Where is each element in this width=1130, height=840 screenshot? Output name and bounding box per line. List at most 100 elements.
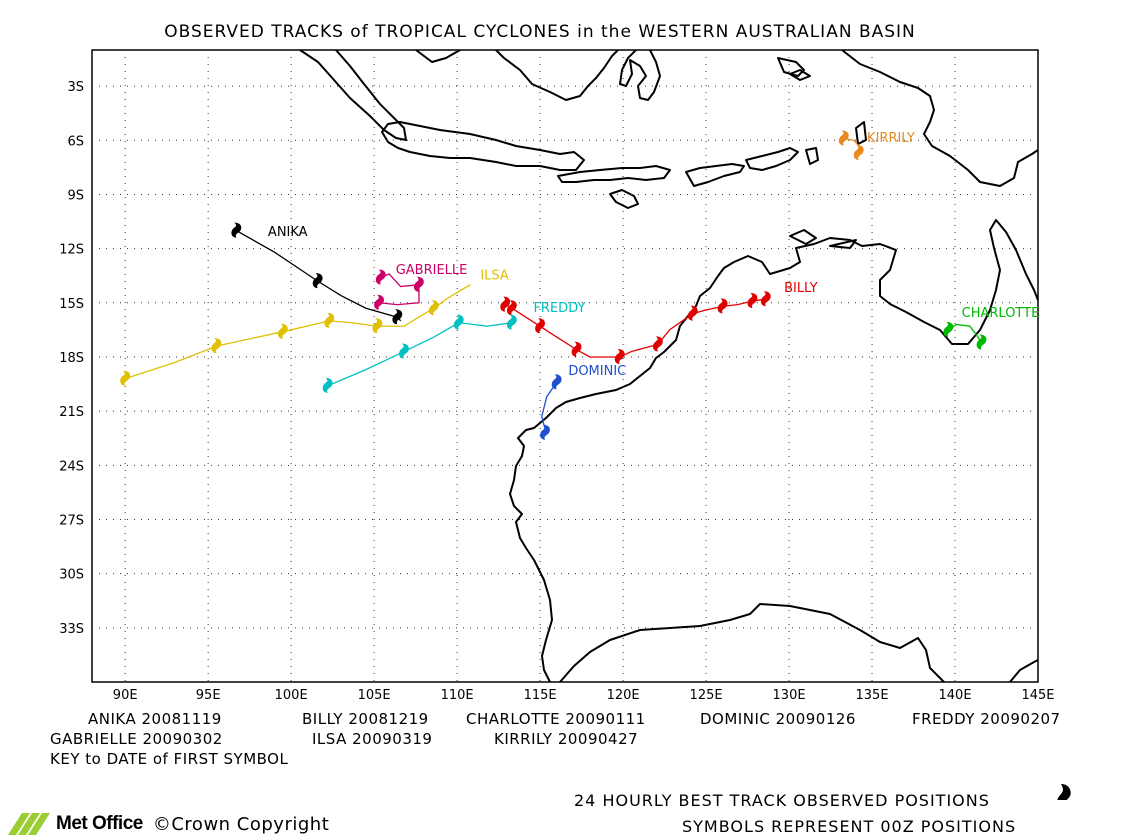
lat-tick-label: 9S bbox=[67, 188, 84, 203]
brand-name: Met Office bbox=[56, 813, 143, 834]
footer-line-1: 24 HOURLY BEST TRACK OBSERVED POSITIONS bbox=[574, 791, 990, 810]
storm-label: FREDDY bbox=[533, 301, 585, 316]
key-anika: ANIKA 20081119 bbox=[88, 710, 222, 728]
cyclone-position-icon bbox=[372, 318, 383, 334]
lat-tick-label: 21S bbox=[59, 405, 84, 420]
cyclone-symbol-icon bbox=[1057, 784, 1071, 800]
cyclone-position-icon bbox=[231, 222, 242, 238]
track-freddy: FREDDY bbox=[322, 301, 586, 393]
lat-tick-label: 12S bbox=[59, 243, 84, 258]
track-line bbox=[948, 323, 983, 343]
lon-tick-label: 115E bbox=[524, 688, 557, 703]
cyclone-tracks: ANIKA BILLY CHARLOTTE DOMINIC FREDDY GABRIELL… bbox=[120, 130, 1040, 440]
track-billy: BILLY bbox=[500, 281, 818, 364]
key-dominic-wrap: DOMINIC 20090126 bbox=[700, 710, 856, 728]
cyclone-position-icon bbox=[506, 314, 517, 330]
lat-tick-label: 6S bbox=[67, 134, 84, 149]
track-line bbox=[504, 298, 766, 358]
lon-tick-label: 125E bbox=[690, 688, 723, 703]
key-gabrielle: GABRIELLE 20090302 bbox=[50, 730, 223, 748]
lon-tick-label: 90E bbox=[113, 688, 138, 703]
storm-label: ILSA bbox=[480, 268, 509, 283]
key-gabrielle-wrap: GABRIELLE 20090302 bbox=[50, 730, 223, 748]
key-kirrily-wrap: KIRRILY 20090427 bbox=[494, 730, 638, 748]
met-office-stripes-icon bbox=[8, 813, 50, 835]
cyclone-position-icon bbox=[120, 370, 131, 386]
cyclone-position-icon bbox=[428, 300, 439, 316]
key-billy: BILLY 20081219 bbox=[302, 710, 429, 728]
key-billy-wrap: BILLY 20081219 bbox=[302, 710, 429, 728]
map-frame bbox=[91, 49, 1039, 683]
cyclone-position-icon bbox=[322, 377, 333, 393]
key-dominic: DOMINIC 20090126 bbox=[700, 710, 856, 728]
cyclone-position-icon bbox=[500, 296, 511, 312]
cyclone-position-icon bbox=[760, 291, 771, 307]
storm-label: ANIKA bbox=[268, 225, 308, 240]
lon-tick-label: 120E bbox=[607, 688, 640, 703]
cyclone-position-icon bbox=[551, 374, 562, 390]
lat-tick-label: 24S bbox=[59, 459, 84, 474]
cyclone-position-icon bbox=[571, 341, 582, 357]
track-gabrielle: GABRIELLE bbox=[374, 263, 467, 310]
latitude-ticks: 3S 6S 9S 12S 15S 18S 21S 24S 27S 30S 33S bbox=[59, 80, 84, 637]
cyclone-track-map: 90E 95E 100E 105E 110E 115E 120E 125E 130E 135E 14… bbox=[59, 49, 1071, 800]
cyclone-position-icon bbox=[324, 312, 335, 328]
coastlines bbox=[299, 49, 1039, 683]
cyclone-position-icon bbox=[747, 292, 758, 308]
key-freddy: FREDDY 20090207 bbox=[912, 710, 1061, 728]
cyclone-position-icon bbox=[687, 305, 698, 321]
lon-tick-label: 95E bbox=[196, 688, 221, 703]
lat-tick-label: 3S bbox=[67, 80, 84, 95]
lon-tick-label: 110E bbox=[441, 688, 474, 703]
cyclone-position-icon bbox=[717, 298, 728, 314]
key-charlotte: CHARLOTTE 20090111 bbox=[466, 710, 646, 728]
lat-tick-label: 33S bbox=[59, 622, 84, 637]
copyright-text: ©Crown Copyright bbox=[152, 813, 330, 835]
lat-tick-label: 30S bbox=[59, 568, 84, 583]
lon-tick-label: 100E bbox=[275, 688, 308, 703]
met-office-logo: Met Office ©Crown Copyright bbox=[8, 810, 329, 838]
cyclone-position-icon bbox=[211, 338, 222, 354]
storm-label: KIRRILY bbox=[867, 131, 915, 146]
storm-label: GABRIELLE bbox=[396, 263, 468, 278]
lon-tick-label: 130E bbox=[773, 688, 806, 703]
cyclone-position-icon bbox=[540, 424, 550, 440]
cyclone-position-icon bbox=[277, 323, 288, 339]
footer-line-2: SYMBOLS REPRESENT 00Z POSITIONS bbox=[682, 817, 1017, 836]
storm-label: CHARLOTTE bbox=[962, 306, 1040, 321]
track-ilsa: ILSA bbox=[120, 268, 509, 386]
cyclone-position-icon bbox=[943, 321, 954, 337]
cyclone-position-icon bbox=[312, 273, 323, 289]
key-ilsa-wrap: ILSA 20090319 bbox=[312, 730, 432, 748]
key-row-1: ANIKA 20081119 bbox=[88, 710, 222, 728]
longitude-ticks: 90E 95E 100E 105E 110E 115E 120E 125E 130E 135E 14… bbox=[113, 688, 1055, 703]
track-kirrily: KIRRILY bbox=[838, 130, 915, 160]
map-title: OBSERVED TRACKS of TROPICAL CYCLONES in … bbox=[164, 22, 916, 42]
cyclone-position-icon bbox=[453, 314, 464, 330]
track-line bbox=[379, 273, 420, 306]
cyclone-position-icon bbox=[652, 336, 663, 352]
track-line bbox=[327, 321, 512, 387]
key-freddy-wrap: FREDDY 20090207 bbox=[912, 710, 1061, 728]
cyclone-position-icon bbox=[976, 334, 987, 350]
storm-label: BILLY bbox=[784, 281, 818, 296]
key-note: KEY to DATE of FIRST SYMBOL bbox=[50, 750, 289, 768]
track-charlotte: CHARLOTTE bbox=[943, 306, 1040, 350]
cyclone-position-icon bbox=[375, 269, 386, 285]
cyclone-position-icon bbox=[853, 144, 864, 160]
track-anika: ANIKA bbox=[231, 222, 403, 325]
lat-tick-label: 27S bbox=[59, 513, 84, 528]
cyclone-position-icon bbox=[392, 309, 403, 325]
cyclone-position-icon bbox=[399, 343, 409, 359]
lon-tick-label: 145E bbox=[1021, 688, 1054, 703]
key-ilsa: ILSA 20090319 bbox=[312, 730, 433, 748]
lat-tick-label: 18S bbox=[59, 351, 84, 366]
cyclone-position-icon bbox=[413, 276, 424, 292]
track-dominic: DOMINIC bbox=[540, 364, 626, 440]
cyclone-position-icon bbox=[535, 318, 546, 334]
key-charlotte-wrap: CHARLOTTE 20090111 bbox=[466, 710, 646, 728]
lon-tick-label: 105E bbox=[358, 688, 391, 703]
lat-tick-label: 15S bbox=[59, 297, 84, 312]
cyclone-position-icon bbox=[374, 294, 385, 310]
lon-tick-label: 140E bbox=[939, 688, 972, 703]
